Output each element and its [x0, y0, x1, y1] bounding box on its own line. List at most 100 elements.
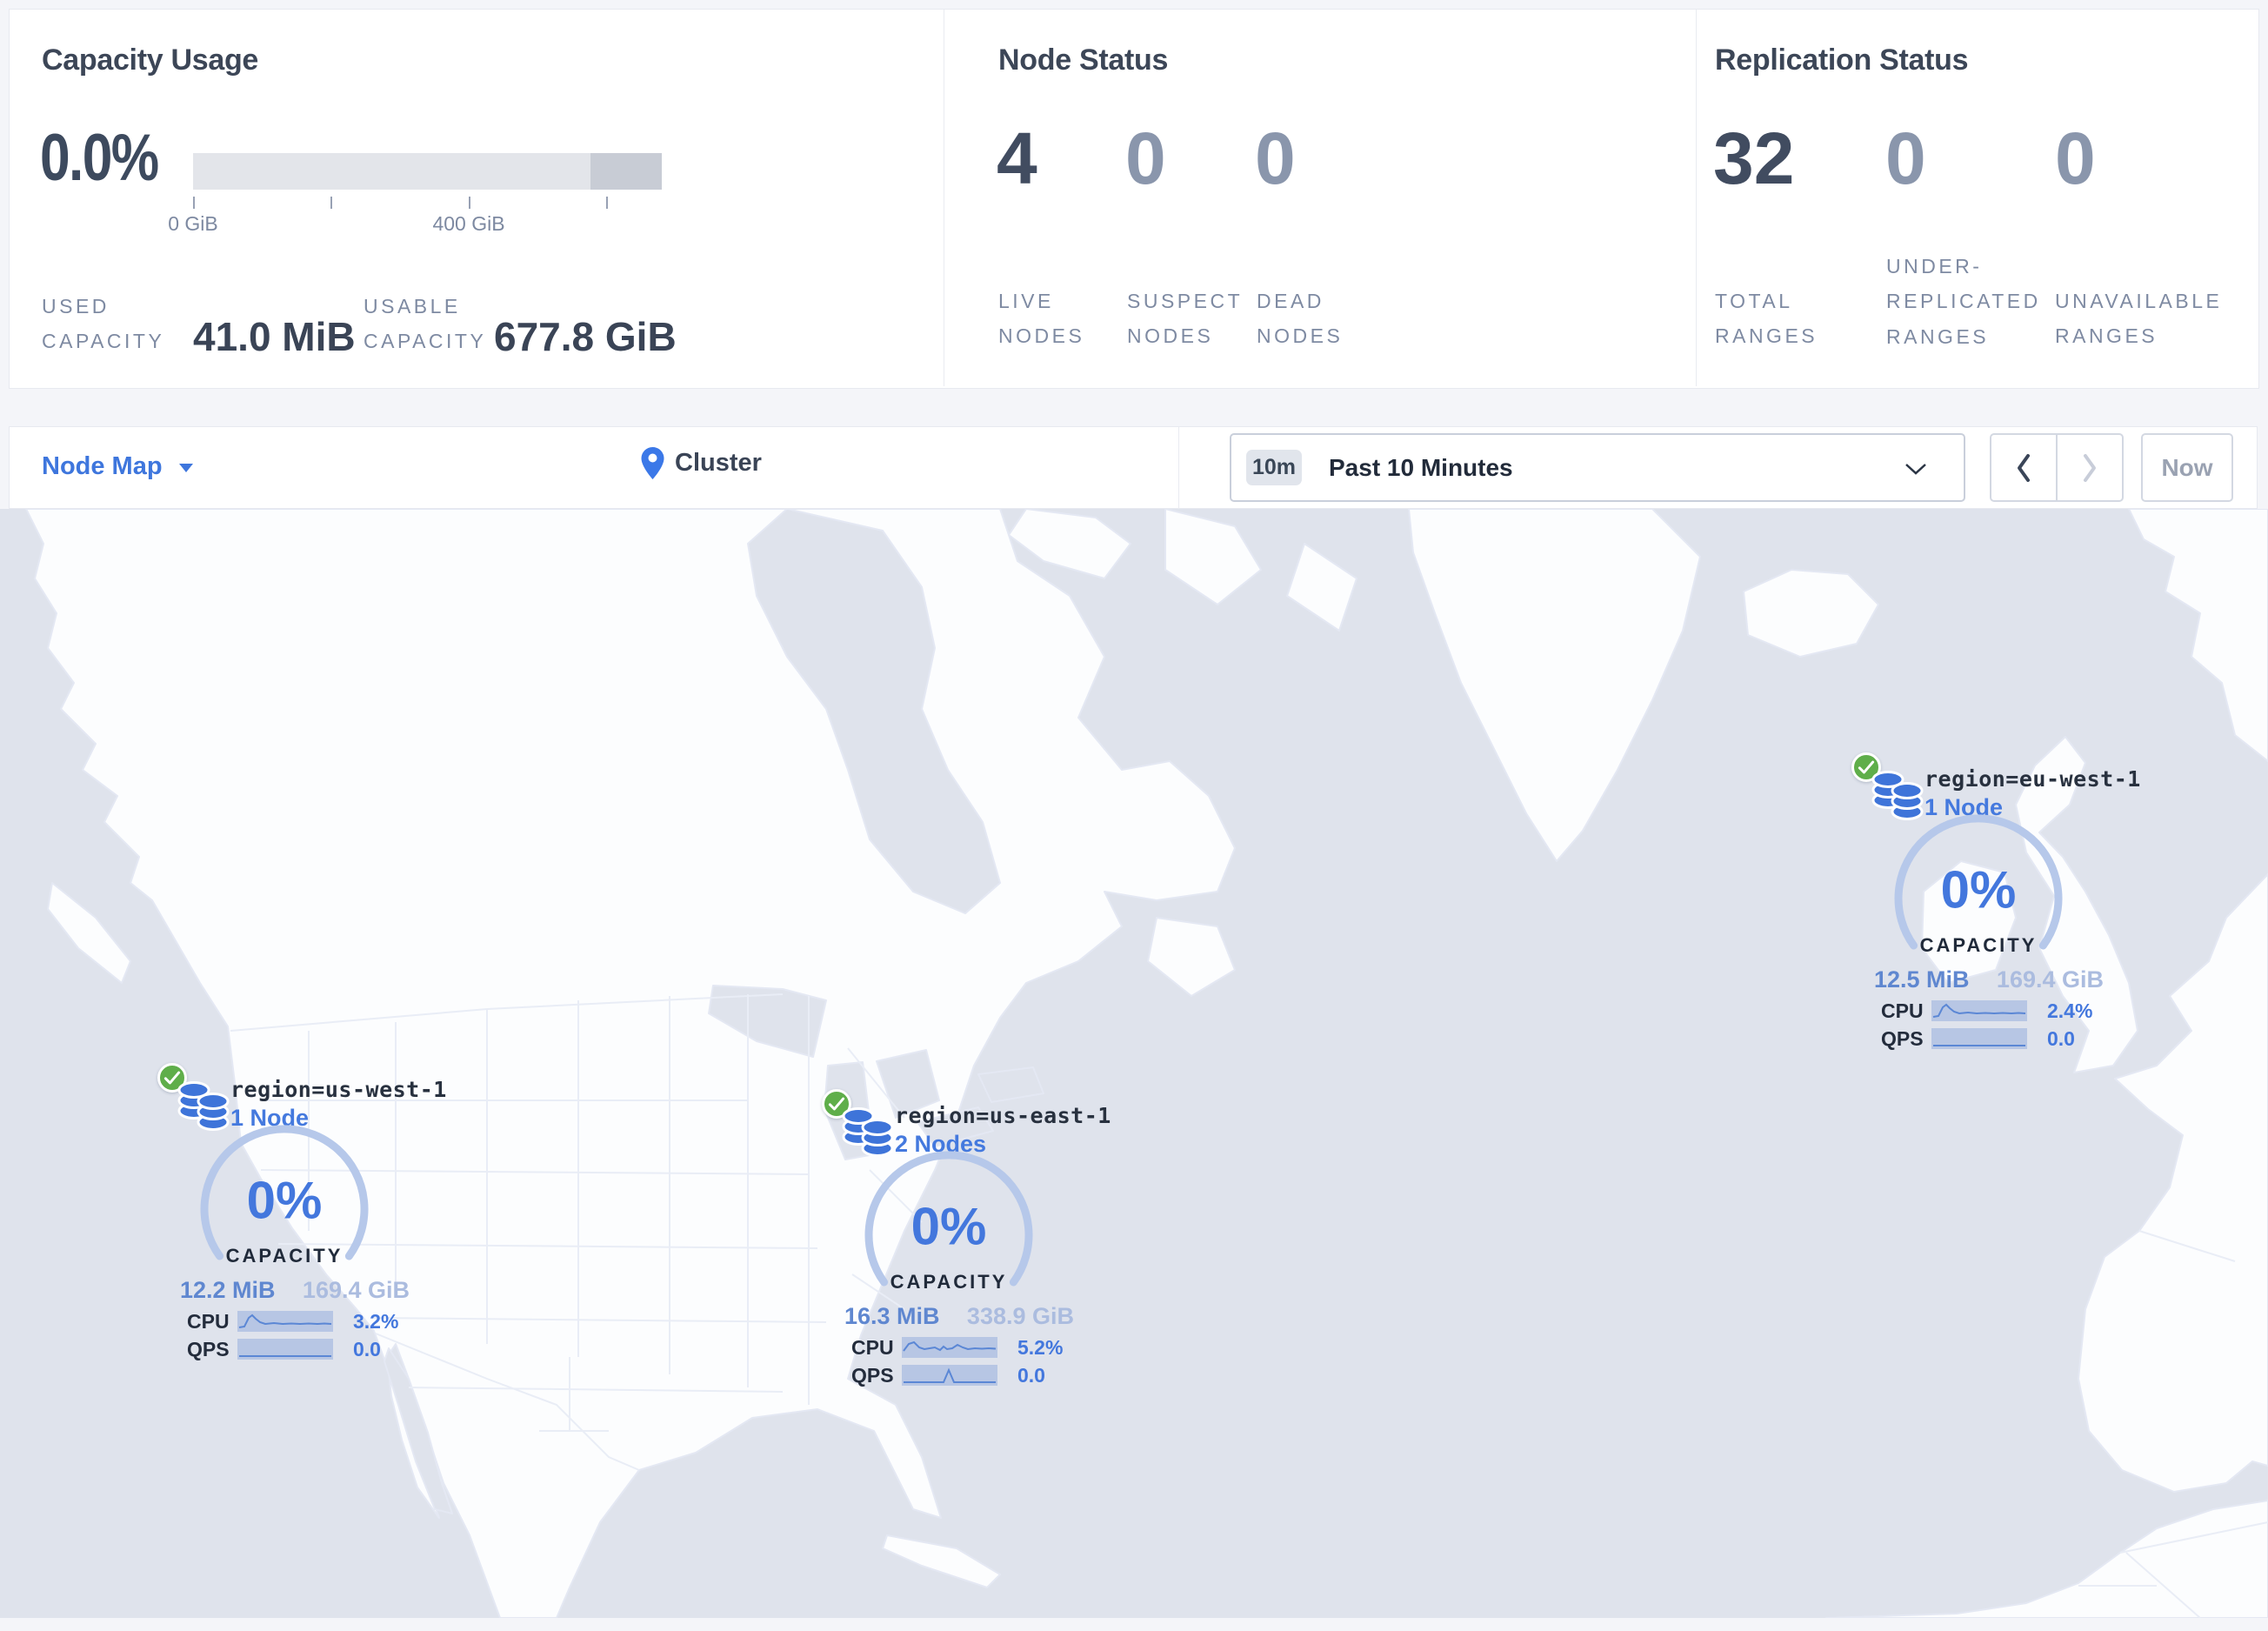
cpu-metric-row: CPU 3.2%: [183, 1310, 415, 1333]
qps-metric-row: QPS 0.0: [183, 1338, 415, 1360]
next-time-button[interactable]: [2056, 435, 2122, 500]
capacity-values: 12.2 MiB 169.4 GiB: [180, 1277, 410, 1304]
capacity-gauge-arc: [1874, 794, 2083, 1003]
database-nodes-icon: [1869, 768, 1926, 822]
axis-tick-label: 0 GiB: [168, 212, 218, 235]
prev-time-button[interactable]: [1991, 435, 2056, 500]
qps-value: 0.0: [353, 1338, 381, 1360]
capacity-bar-nonusable-segment: [590, 153, 662, 190]
breadcrumb[interactable]: Cluster: [641, 447, 762, 479]
suspect-nodes-value: 0: [1125, 117, 1166, 199]
usable-capacity-value: 169.4 GiB: [1996, 966, 2104, 993]
capacity-percent: 0%: [911, 1197, 987, 1256]
map-marker-eu-west-1[interactable]: region=eu-west-1 1 Node 0% CAPACITY 12.5…: [1851, 752, 2140, 1055]
capacity-label: CAPACITY: [225, 1245, 344, 1267]
axis-tick: [193, 197, 195, 209]
used-capacity-value: 41.0 MiB: [193, 314, 356, 359]
capacity-label: CAPACITY: [890, 1271, 1008, 1293]
cpu-metric-row: CPU 5.2%: [848, 1336, 1079, 1359]
used-capacity-value: 12.2 MiB: [180, 1277, 276, 1303]
axis-tick: [330, 197, 332, 209]
used-capacity-value: 16.3 MiB: [844, 1303, 940, 1329]
capacity-label: CAPACITY: [1919, 934, 2038, 956]
region-locality-label: region=eu-west-1: [1924, 766, 2141, 792]
used-capacity-value: 12.5 MiB: [1874, 966, 1970, 993]
summary-bar: [9, 9, 2259, 389]
healthy-check-icon: [1851, 752, 1881, 782]
qps-sparkline: [1931, 1028, 2027, 1049]
panel-divider: [1696, 10, 1697, 386]
cpu-sparkline: [1931, 1000, 2027, 1021]
usable-capacity-value: 677.8 GiB: [494, 314, 677, 359]
suspect-nodes-label: SUSPECT NODES: [1127, 290, 1244, 348]
region-locality-label: region=us-east-1: [895, 1103, 1111, 1128]
used-capacity-label: USED CAPACITY: [42, 295, 165, 353]
database-nodes-icon: [839, 1105, 897, 1159]
time-step-buttons: [1990, 433, 2124, 502]
usable-capacity-label: USABLE CAPACITY: [364, 295, 487, 353]
usable-capacity-value: 169.4 GiB: [302, 1277, 410, 1303]
now-button[interactable]: Now: [2141, 433, 2233, 502]
cpu-value: 2.4%: [2047, 999, 2093, 1022]
under-replicated-ranges-value: 0: [1885, 117, 1926, 199]
qps-label: QPS: [187, 1338, 230, 1360]
live-nodes-value: 4: [997, 117, 1037, 199]
cpu-sparkline: [237, 1311, 333, 1332]
usable-capacity-value: 338.9 GiB: [966, 1303, 1074, 1329]
replication-status-title: Replication Status: [1715, 43, 1969, 77]
location-pin-icon: [641, 447, 664, 479]
capacity-percent: 0%: [1940, 860, 2017, 919]
chevron-down-icon: [179, 464, 193, 472]
qps-metric-row: QPS 0.0: [848, 1364, 1079, 1387]
qps-value: 0.0: [1017, 1364, 1045, 1387]
time-range-label: Past 10 Minutes: [1329, 454, 1513, 481]
unavailable-ranges-label: UNAVAILABLE RANGES: [2055, 290, 2223, 348]
dead-nodes-value: 0: [1255, 117, 1296, 199]
qps-label: QPS: [1881, 1027, 1924, 1050]
axis-tick-label: 400 GiB: [432, 212, 505, 235]
axis-tick: [606, 197, 608, 209]
qps-metric-row: QPS 0.0: [1878, 1027, 2109, 1050]
node-status-title: Node Status: [998, 43, 1169, 77]
capacity-values: 16.3 MiB 338.9 GiB: [844, 1303, 1074, 1330]
cpu-label: CPU: [187, 1310, 230, 1333]
qps-label: QPS: [851, 1364, 894, 1387]
cpu-label: CPU: [1881, 999, 1924, 1022]
capacity-percent: 0.0%: [40, 121, 159, 195]
total-ranges-label: TOTAL RANGES: [1715, 290, 1818, 348]
time-shortcut-badge: 10m: [1246, 450, 1302, 485]
breadcrumb-label: Cluster: [675, 449, 762, 477]
capacity-gauge-arc: [180, 1105, 389, 1313]
database-nodes-icon: [175, 1079, 232, 1133]
cpu-value: 3.2%: [353, 1310, 399, 1333]
map-canvas: [0, 509, 2268, 1618]
cpu-value: 5.2%: [1017, 1336, 1064, 1359]
cpu-metric-row: CPU 2.4%: [1878, 999, 2109, 1022]
cpu-sparkline: [902, 1337, 997, 1358]
unavailable-ranges-value: 0: [2055, 117, 2096, 199]
live-nodes-label: LIVE NODES: [998, 290, 1085, 348]
region-locality-label: region=us-west-1: [230, 1077, 447, 1102]
capacity-values: 12.5 MiB 169.4 GiB: [1874, 966, 2104, 993]
qps-sparkline: [902, 1365, 997, 1386]
capacity-usage-bar: [193, 153, 662, 190]
capacity-gauge-arc: [844, 1131, 1053, 1340]
dead-nodes-label: DEAD NODES: [1257, 290, 1344, 348]
map-marker-us-west-1[interactable]: region=us-west-1 1 Node 0% CAPACITY 12.2…: [157, 1063, 446, 1366]
total-ranges-value: 32: [1713, 117, 1795, 199]
world-map: [0, 509, 2268, 1618]
cpu-label: CPU: [851, 1336, 894, 1359]
under-replicated-ranges-label: UNDER- REPLICATED RANGES: [1886, 255, 2041, 348]
time-range-dropdown[interactable]: 10m Past 10 Minutes: [1230, 433, 1965, 502]
chevron-down-icon: [1904, 463, 1927, 476]
qps-sparkline: [237, 1339, 333, 1360]
axis-tick: [469, 197, 470, 209]
toolbar-divider: [1178, 426, 1179, 509]
capacity-usage-title: Capacity Usage: [42, 43, 259, 77]
map-marker-us-east-1[interactable]: region=us-east-1 2 Nodes 0% CAPACITY 16.…: [822, 1089, 1111, 1392]
healthy-check-icon: [157, 1063, 187, 1093]
capacity-percent: 0%: [246, 1171, 323, 1230]
qps-value: 0.0: [2047, 1027, 2075, 1050]
view-selector-dropdown[interactable]: Node Map: [42, 452, 163, 480]
